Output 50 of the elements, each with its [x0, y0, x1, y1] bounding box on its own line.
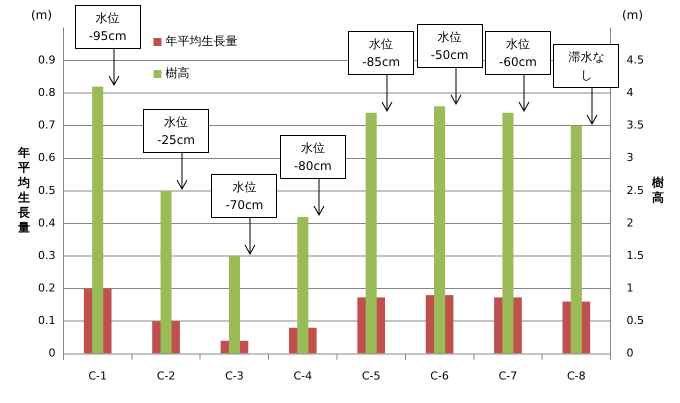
- y-tick-label: 0.7: [38, 118, 56, 132]
- annotation: 滞水なし: [567, 48, 606, 84]
- legend-label: 樹高: [165, 66, 190, 80]
- annotation: 水位 -80cm: [292, 140, 333, 175]
- y2-axis-title: 樹高: [651, 176, 664, 205]
- x-tick-label: C-7: [498, 369, 518, 382]
- annotation: 水位 -85cm: [361, 36, 402, 71]
- callout-box: 水位 -60cm: [484, 30, 551, 75]
- y-axis-title: 年平均生長量: [17, 146, 30, 235]
- x-tick-label: C-8: [566, 369, 586, 382]
- y2-tick-label: 3.5: [626, 118, 644, 132]
- callout-box: 水位 -25cm: [143, 108, 210, 153]
- y2-tick-label: 1.5: [626, 248, 644, 262]
- x-tick-label: C-6: [430, 369, 449, 382]
- x-tick-label: C-4: [293, 369, 312, 382]
- annotation: 水位 -95cm: [88, 10, 128, 45]
- y2-tick-label: 2: [626, 216, 634, 230]
- y-tick-label: 0.8: [38, 86, 56, 100]
- annotation: 水位 -25cm: [156, 114, 196, 149]
- annotation: 水位 -60cm: [498, 36, 538, 71]
- y-tick-label: 0.2: [38, 282, 56, 294]
- y2-tick-label: 1: [626, 282, 634, 294]
- annotation: 水位 -70cm: [224, 179, 264, 214]
- text: (m): [622, 8, 644, 22]
- y2-tick-label: 4.5: [626, 53, 644, 66]
- y-tick-label: 0.1: [38, 314, 56, 328]
- y2-tick-label: 0: [626, 346, 634, 360]
- x-tick-label: C-2: [156, 369, 176, 382]
- y2-tick-label: 0.5: [626, 314, 644, 328]
- callout-box: 水位 -70cm: [211, 174, 278, 218]
- y-tick-label: 0.9: [38, 53, 56, 66]
- text: (m): [30, 8, 52, 22]
- x-tick-label: C-1: [88, 369, 108, 382]
- callout-box: 滞水なし: [553, 44, 620, 88]
- callout-box: 水位 -80cm: [280, 134, 346, 179]
- y-tick-label: 0.6: [38, 151, 56, 164]
- y-tick-label: 0.4: [38, 216, 56, 230]
- callout-box: 水位 -50cm: [416, 24, 483, 68]
- annotation: 水位 -50cm: [430, 29, 470, 64]
- y2-tick-label: 2.5: [626, 184, 644, 197]
- y-tick-label: 0.5: [38, 184, 56, 197]
- x-tick-label: C-3: [225, 369, 244, 382]
- x-tick-label: C-5: [362, 369, 381, 382]
- callout-box: 水位 -85cm: [348, 30, 414, 75]
- callout-box: 水位 -95cm: [74, 4, 141, 49]
- y2-tick-label: 3: [626, 151, 634, 164]
- y2-tick-label: 4: [626, 86, 634, 100]
- y-tick-label: 0: [48, 346, 56, 360]
- legend-label: 年平均生長量: [165, 34, 238, 48]
- y-tick-label: 0.3: [38, 248, 56, 262]
